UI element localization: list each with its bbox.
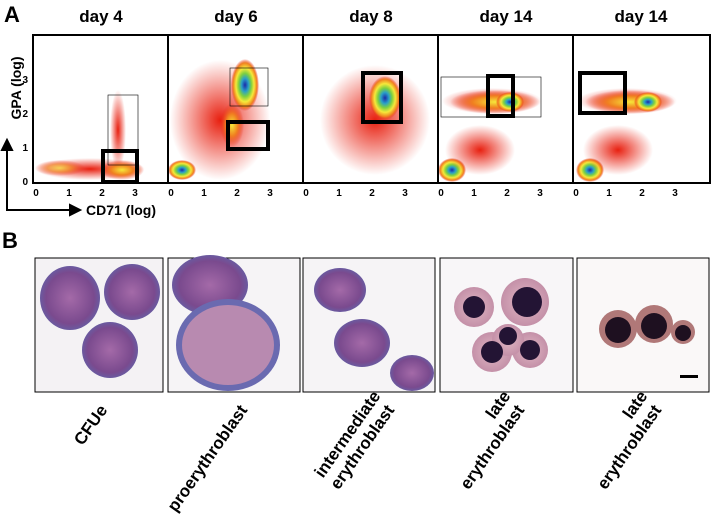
x-tick-label: 2 — [639, 188, 645, 199]
x-tick-label: 0 — [33, 188, 39, 199]
x-tick-label: 2 — [234, 188, 240, 199]
x-axis-label: CD71 (log) — [86, 202, 156, 218]
cell-label: CFUe — [70, 401, 111, 448]
x-tick-label: 2 — [99, 188, 105, 199]
x-tick-label: 1 — [606, 188, 612, 199]
micrographs — [34, 255, 710, 393]
x-tick-label: 2 — [369, 188, 375, 199]
x-tick-label: 0 — [573, 188, 579, 199]
cell-label: proerythroblast — [164, 401, 252, 515]
y-axis-label: GPA (log) — [8, 57, 24, 120]
x-tick-label: 3 — [132, 188, 138, 199]
x-tick-label: 0 — [168, 188, 174, 199]
x-tick-label: 3 — [537, 188, 543, 199]
x-tick-label: 0 — [303, 188, 309, 199]
x-tick-label: 1 — [201, 188, 207, 199]
plot-title: day 4 — [79, 7, 123, 26]
x-tick-label: 1 — [471, 188, 477, 199]
panel-label: B — [2, 228, 18, 253]
plot-title: day 14 — [480, 7, 533, 26]
x-tick-label: 3 — [672, 188, 678, 199]
plot-title: day 6 — [214, 7, 257, 26]
plot-title: day 14 — [615, 7, 668, 26]
x-tick-label: 3 — [267, 188, 273, 199]
y-tick-label: 1 — [22, 143, 28, 154]
x-tick-label: 1 — [336, 188, 342, 199]
panel-label: A — [4, 2, 20, 27]
y-tick-label: 2 — [22, 109, 28, 120]
x-tick-label: 2 — [504, 188, 510, 199]
x-tick-label: 3 — [402, 188, 408, 199]
x-tick-label: 1 — [66, 188, 72, 199]
y-tick-label: 3 — [22, 75, 28, 86]
y-tick-label: 0 — [22, 177, 28, 188]
plot-frames — [32, 34, 711, 184]
axis-arrows — [0, 137, 83, 217]
plot-title: day 8 — [349, 7, 392, 26]
x-tick-label: 0 — [438, 188, 444, 199]
